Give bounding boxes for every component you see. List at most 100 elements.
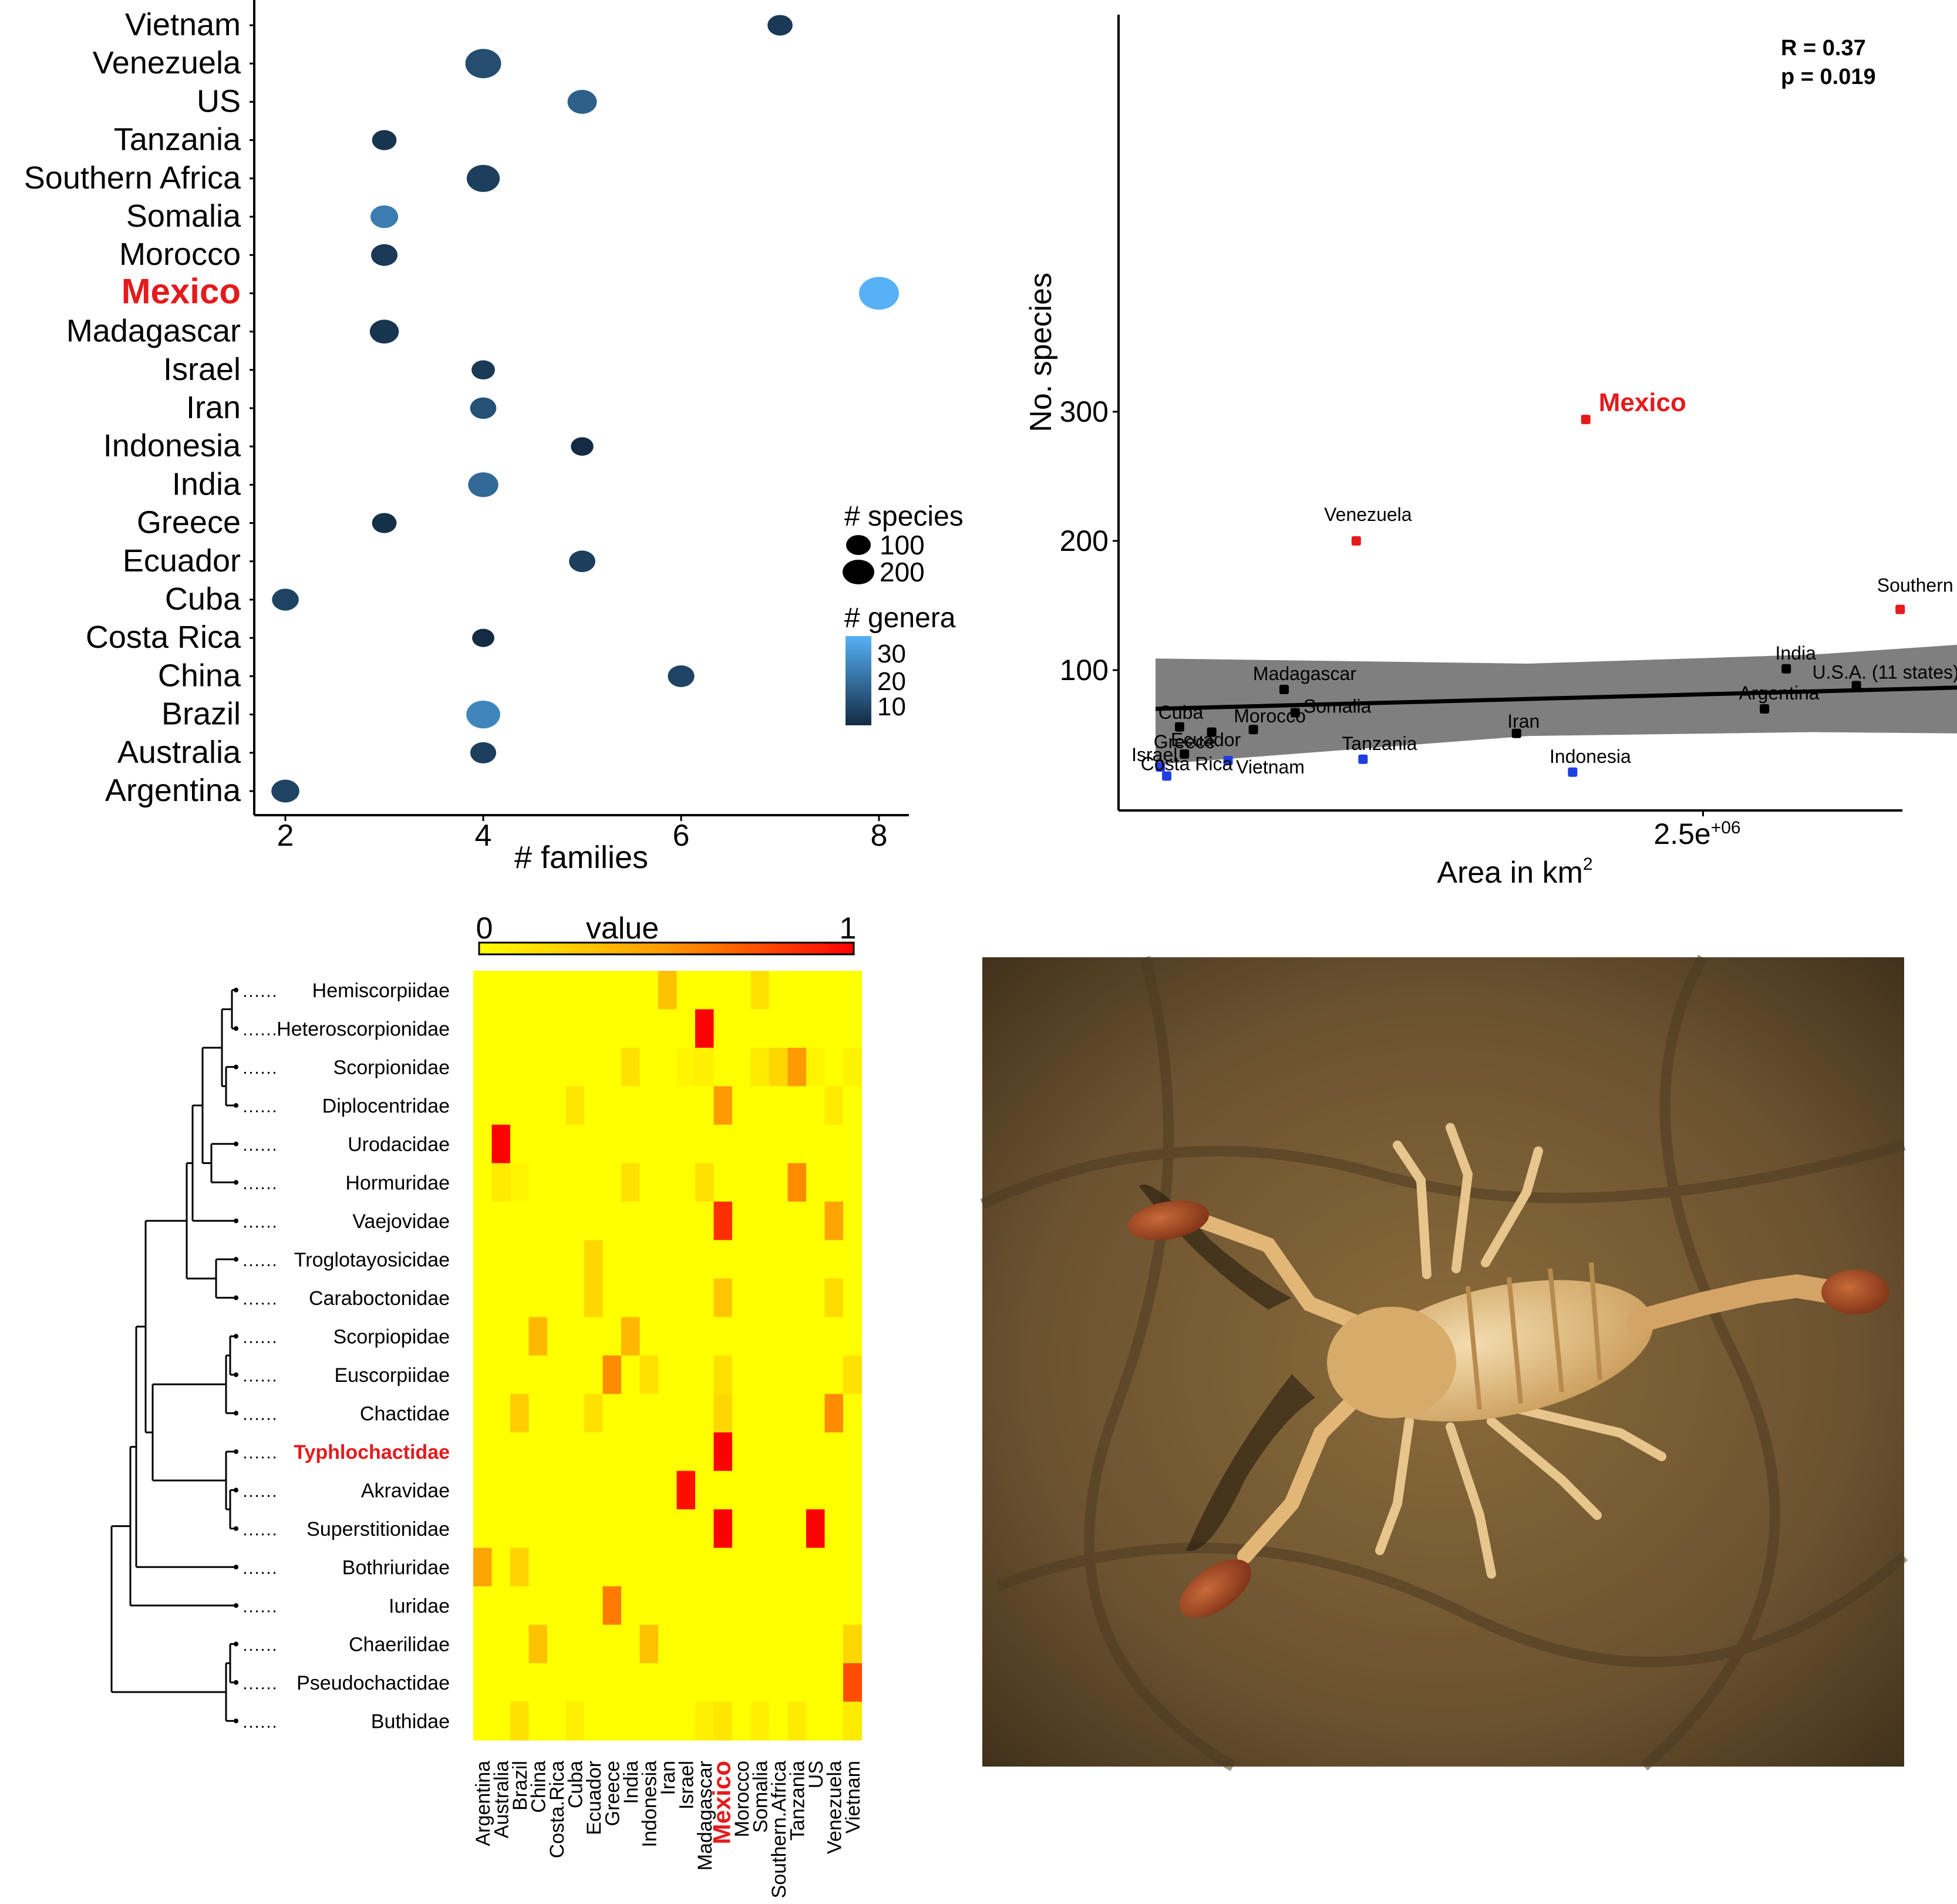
heat-cell-chactidae-southern-africa [769, 1394, 789, 1433]
heat-cell-chactidae-greece [602, 1394, 622, 1433]
panelA-row-label-madagascar: Madagascar [66, 314, 241, 349]
panelB-regression-line [1155, 685, 1957, 711]
panelA-point-morocco [370, 244, 398, 266]
heat-cell-heteroscorpionidae-us [806, 1009, 826, 1048]
legend-species-dot-200 [843, 560, 874, 584]
column-label-indonesia: Indonesia [638, 1761, 661, 1848]
panelA-point-us [567, 89, 597, 114]
heat-cell-buthidae-somalia [750, 1701, 770, 1741]
heat-cell-heteroscorpionidae-australia [491, 1009, 511, 1048]
heat-cell-pseudochactidae-australia [491, 1663, 511, 1703]
heat-cell-vaejovidae-brazil [510, 1202, 530, 1241]
panelB-point-label-madagascar: Madagascar [1253, 663, 1356, 684]
heat-cell-chaerilidae-indonesia [639, 1624, 659, 1664]
heat-cell-akravidae-venezuela [824, 1471, 844, 1510]
panelA-row-label-iran: Iran [186, 390, 241, 425]
panelA-x-tick-label-8: 8 [871, 819, 888, 853]
heat-cell-euscorpiidae-brazil [510, 1355, 530, 1395]
heat-cell-hormuridae-venezuela [824, 1163, 844, 1202]
heat-cell-euscorpiidae-southern-africa [769, 1355, 789, 1395]
heat-cell-vaejovidae-us [806, 1202, 826, 1241]
heat-cell-urodacidae-us [806, 1125, 826, 1164]
heat-cell-chaerilidae-southern-africa [769, 1624, 789, 1664]
heat-legend-bar [478, 941, 855, 956]
heat-cell-hormuridae-morocco [732, 1163, 752, 1202]
heat-cell-caraboctonidae-costa-rica [547, 1279, 567, 1318]
heat-cell-bothriuridae-brazil [510, 1548, 530, 1587]
heat-cell-scorpiopidae-morocco [732, 1317, 752, 1356]
heat-cell-superstitionidae-southern-africa [769, 1509, 789, 1549]
heat-cell-iuridae-greece [602, 1586, 622, 1626]
heat-cell-diplocentridae-mexico [713, 1086, 733, 1125]
heat-cell-troglotayosicidae-tanzania [787, 1240, 807, 1279]
heat-cell-chaerilidae-ecuador [584, 1624, 604, 1664]
tree-leaf-chaerilidae [234, 1641, 238, 1647]
heat-cell-pseudochactidae-brazil [510, 1663, 530, 1703]
panelA-row-label-indonesia: Indonesia [103, 428, 241, 463]
legend-species-100: 100 [880, 530, 925, 560]
tree-leaf-hemiscorpiidae [234, 987, 238, 993]
heat-cell-bothriuridae-cuba [565, 1548, 585, 1587]
heat-cell-akravidae-cuba [565, 1471, 585, 1510]
heat-cell-troglotayosicidae-somalia [750, 1240, 770, 1279]
heat-cell-scorpiopidae-tanzania [787, 1317, 807, 1356]
heat-cell-akravidae-tanzania [787, 1471, 807, 1510]
heat-cell-scorpionidae-venezuela [824, 1048, 844, 1087]
row-label-diplocentridae: Diplocentridae [322, 1095, 450, 1117]
heat-cell-typhlochactidae-brazil [510, 1432, 530, 1472]
heat-cell-typhlochactidae-mexico [713, 1432, 733, 1472]
panelB-point-label-ecuador: Ecuador [1171, 729, 1241, 751]
row-label-bothriuridae: Bothriuridae [342, 1556, 450, 1579]
heat-cell-diplocentridae-southern-africa [769, 1086, 789, 1125]
column-label-costa-rica: Costa.Rica [546, 1761, 568, 1858]
heat-cell-scorpiopidae-greece [602, 1317, 622, 1356]
heat-cell-hemiscorpiidae-venezuela [824, 971, 844, 1010]
heat-cell-vaejovidae-india [621, 1202, 641, 1241]
panelA-point-indonesia [571, 437, 594, 456]
heat-cell-buthidae-ecuador [584, 1701, 604, 1741]
heat-cell-euscorpiidae-iran [658, 1355, 678, 1395]
heat-cell-buthidae-brazil [510, 1701, 530, 1741]
heat-cell-bothriuridae-us [806, 1548, 826, 1587]
panelB-point-vietnam [1223, 756, 1233, 765]
heat-cell-vaejovidae-venezuela [824, 1202, 844, 1241]
heat-cell-heteroscorpionidae-ecuador [584, 1009, 604, 1048]
heat-cell-troglotayosicidae-israel [676, 1240, 696, 1279]
heat-legend-title: value [586, 911, 659, 946]
heat-cell-bothriuridae-iran [658, 1548, 678, 1587]
panelA-point-china [668, 665, 695, 687]
photo-scorpion-pedipalps [1196, 1214, 1376, 1564]
panelB-point-label-morocco: Morocco [1234, 705, 1306, 726]
heat-cell-vaejovidae-morocco [732, 1202, 752, 1241]
tree-leaf-iuridae [234, 1603, 238, 1608]
heat-cell-heteroscorpionidae-iran [658, 1009, 678, 1048]
panelB-point-label-cuba: Cuba [1158, 702, 1204, 723]
heat-cell-pseudochactidae-mexico [713, 1663, 733, 1703]
panelA-row-label-china: China [158, 658, 241, 693]
heat-cell-buthidae-greece [602, 1701, 622, 1741]
heat-cell-chactidae-somalia [750, 1394, 770, 1433]
heat-cell-bothriuridae-venezuela [824, 1548, 844, 1587]
heat-cell-typhlochactidae-australia [491, 1432, 511, 1472]
heat-cell-vaejovidae-madagascar [695, 1202, 715, 1241]
heat-cell-euscorpiidae-madagascar [695, 1355, 715, 1395]
heat-cell-chactidae-venezuela [824, 1394, 844, 1433]
heat-cell-bothriuridae-israel [676, 1548, 696, 1587]
heat-cell-chactidae-india [621, 1394, 641, 1433]
tree-leaf-bothriuridae [234, 1565, 238, 1570]
heat-cell-superstitionidae-indonesia [639, 1509, 659, 1549]
heat-cell-caraboctonidae-israel [676, 1279, 696, 1318]
heat-cell-diplocentridae-india [621, 1086, 641, 1125]
heat-cell-typhlochactidae-argentina [473, 1432, 493, 1472]
heat-cell-urodacidae-israel [676, 1125, 696, 1164]
heat-cell-urodacidae-cuba [565, 1125, 585, 1164]
heat-cell-iuridae-india [621, 1586, 641, 1626]
heat-cell-typhlochactidae-greece [602, 1432, 622, 1472]
row-label-urodacidae: Urodacidae [348, 1133, 450, 1156]
heat-cell-iuridae-southern-africa [769, 1586, 789, 1626]
panelB-stat-r: R = 0.37 [1781, 36, 1866, 60]
heat-cell-heteroscorpionidae-israel [676, 1009, 696, 1048]
heat-cell-buthidae-iran [658, 1701, 678, 1741]
heat-cell-typhlochactidae-us [806, 1432, 826, 1472]
heatmap-row-labels: Hemiscorpiidae Heteroscorpionidae Scorpion… [234, 980, 450, 1733]
